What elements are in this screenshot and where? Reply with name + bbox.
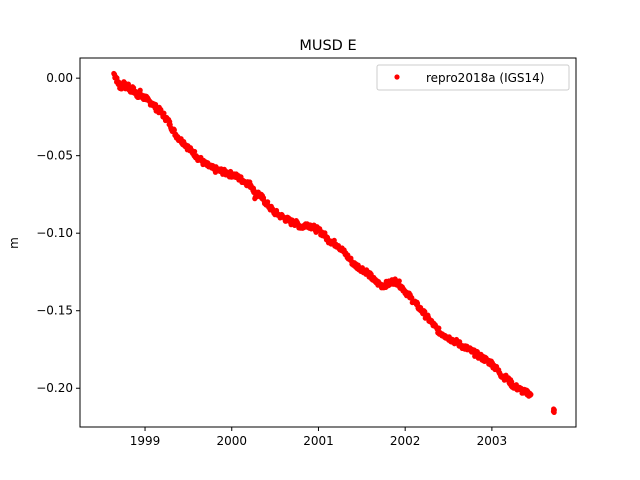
data-point	[137, 87, 143, 93]
y-axis-label: m	[7, 237, 21, 249]
legend-box	[376, 64, 570, 91]
x-tick-label: 2001	[303, 434, 334, 448]
chart-title: MUSD E	[299, 38, 356, 54]
x-tick-label: 2002	[390, 434, 421, 448]
legend: repro2018a (IGS14)	[376, 64, 570, 91]
x-tick-label: 2000	[216, 434, 247, 448]
plot-area-frame	[79, 57, 577, 428]
x-axis: 1999 2000 2001 2002 2003	[130, 427, 507, 448]
x-tick-label: 1999	[130, 434, 161, 448]
y-tick-label: −0.10	[36, 226, 73, 240]
y-axis: 0.00 −0.05 −0.10 −0.15 −0.20	[36, 71, 80, 395]
data-point	[192, 148, 198, 155]
data-point	[396, 278, 402, 284]
y-tick-label: −0.15	[36, 304, 73, 318]
data-point	[125, 81, 131, 87]
data-point	[436, 325, 442, 331]
data-point	[414, 300, 421, 306]
data-point	[551, 407, 557, 413]
data-point	[171, 127, 177, 133]
x-tick-label: 2003	[477, 434, 508, 448]
data-points	[111, 70, 557, 415]
legend-marker	[394, 74, 400, 80]
y-tick-label: −0.05	[36, 149, 73, 163]
y-tick-label: −0.20	[36, 381, 73, 395]
data-point	[153, 101, 159, 108]
legend-entry-label: repro2018a (IGS14)	[426, 71, 544, 85]
y-tick-label: 0.00	[46, 71, 73, 85]
data-point	[422, 309, 428, 315]
data-point	[528, 391, 534, 398]
